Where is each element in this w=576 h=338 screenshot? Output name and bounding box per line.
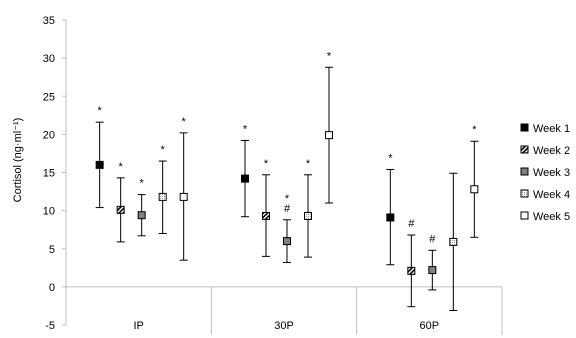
category-label: 30P: [274, 320, 294, 332]
legend-swatch: [521, 124, 528, 131]
legend-label: Week 2: [533, 145, 570, 157]
legend-label: Week 4: [533, 189, 570, 201]
significance-marker: *: [161, 144, 166, 156]
legend-swatch: [521, 168, 528, 175]
significance-marker: *: [98, 105, 103, 117]
data-point: [305, 212, 312, 219]
y-tick-label: 15: [43, 168, 55, 180]
series-week-2: * * #: [117, 158, 416, 307]
significance-marker: *: [388, 152, 393, 164]
y-axis-title: Cortisol (ng·ml⁻¹): [12, 118, 24, 203]
significance-marker: #: [408, 218, 415, 230]
data-point: [284, 238, 291, 245]
data-point: [429, 267, 436, 274]
data-point: [471, 186, 478, 193]
y-tick-label: -5: [45, 320, 55, 332]
legend-swatch: [521, 212, 528, 219]
data-point: [263, 212, 270, 219]
y-tick-label: 35: [43, 15, 55, 27]
category-label: 60P: [420, 320, 440, 332]
data-point: [450, 238, 457, 245]
data-point: [117, 206, 124, 213]
y-tick-label: 10: [43, 206, 55, 218]
data-point: [138, 212, 145, 219]
legend-label: Week 1: [533, 123, 570, 135]
significance-marker: *: [119, 161, 124, 173]
y-tick-label: 30: [43, 53, 55, 65]
legend-swatch: [521, 146, 528, 153]
y-tick-label: 20: [43, 129, 55, 141]
data-point: [96, 161, 103, 168]
y-tick-label: 0: [49, 282, 55, 294]
significance-marker: #: [429, 233, 436, 245]
legend-label: Week 5: [533, 211, 570, 223]
significance-marker: *: [140, 178, 145, 190]
data-point: [326, 132, 333, 139]
y-tick-label: 5: [49, 244, 55, 256]
data-point: [408, 267, 415, 274]
significance-marker: *: [264, 158, 269, 170]
category-label: IP: [133, 320, 143, 332]
series-week-5: * * *: [180, 50, 479, 260]
data-point: [387, 214, 394, 221]
significance-marker: *: [182, 116, 187, 128]
legend-label: Week 3: [533, 167, 570, 179]
data-point: [159, 193, 166, 200]
data-point: [180, 193, 187, 200]
significance-marker: *: [472, 124, 477, 136]
legend-swatch: [521, 190, 528, 197]
significance-marker: #: [284, 203, 291, 215]
data-point: [242, 175, 249, 182]
legend: Week 1 Week 2 Week 3 Week 4 Week 5: [521, 123, 570, 223]
significance-marker: *: [306, 158, 311, 170]
significance-marker: *: [243, 123, 248, 135]
significance-marker: *: [327, 50, 332, 62]
y-tick-label: 25: [43, 91, 55, 103]
